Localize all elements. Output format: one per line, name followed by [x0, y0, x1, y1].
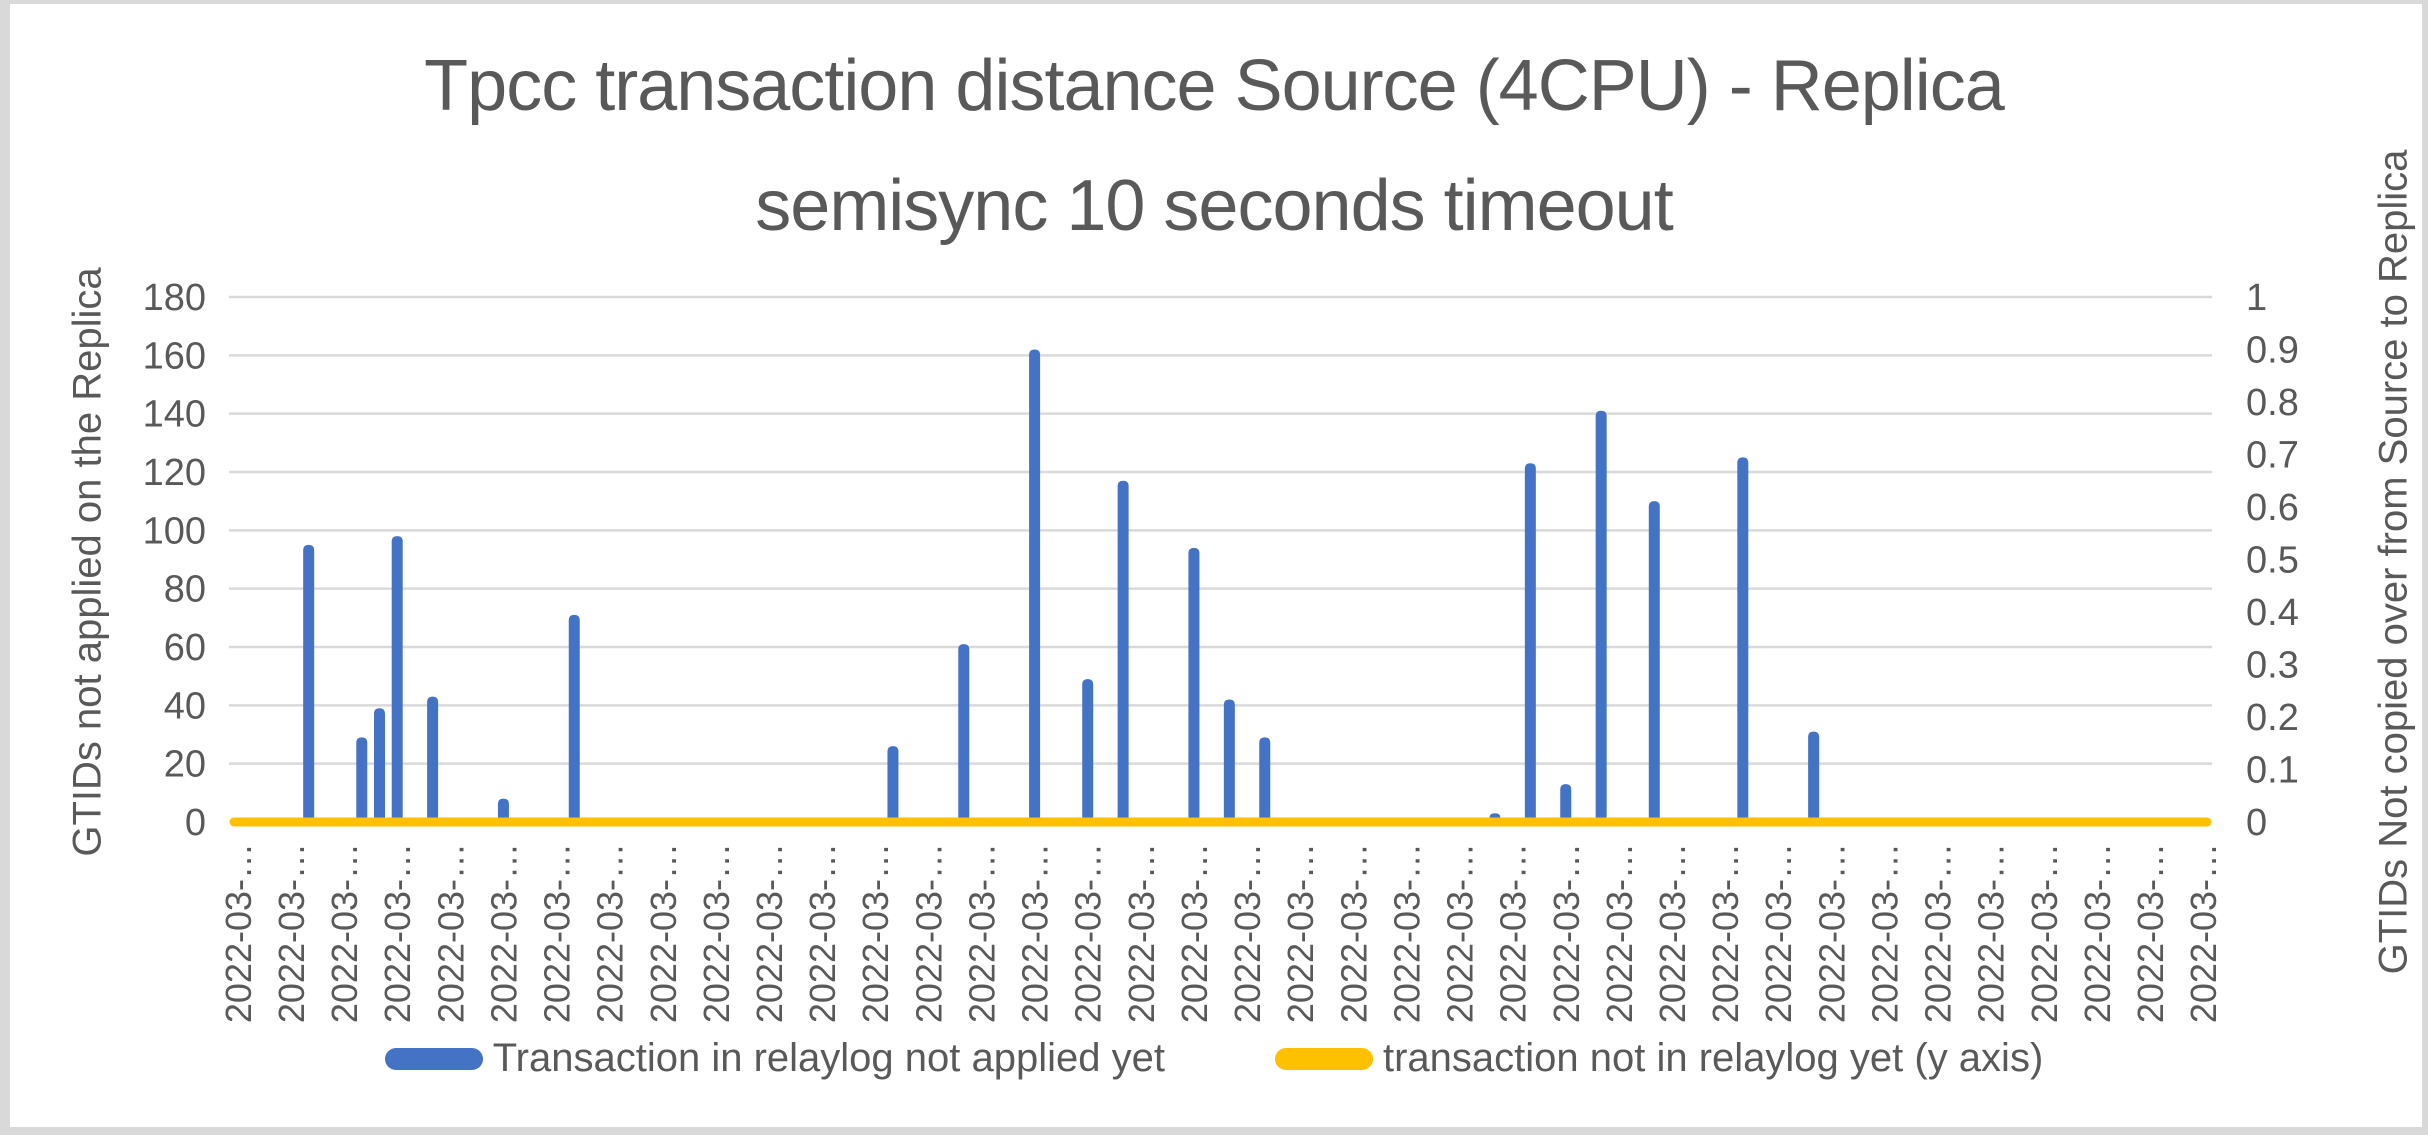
bar [1524, 463, 1536, 822]
legend: Transaction in relaylog not applied yet … [0, 1036, 2428, 1081]
bar [887, 746, 899, 822]
y-tick-label-left: 160 [143, 335, 206, 377]
bar [1560, 784, 1572, 822]
y-tick-label-right: 0.8 [2246, 382, 2299, 424]
y-tick-label-left: 60 [164, 627, 206, 669]
x-tick-label: 2022-03-… [749, 843, 790, 1023]
y-tick-label-right: 0.7 [2246, 435, 2299, 477]
chart-title: Tpcc transaction distance Source (4CPU) … [0, 26, 2428, 266]
y-tick-label-left: 180 [143, 277, 206, 319]
x-tick-label: 2022-03-… [1971, 843, 2012, 1023]
y-tick-label-left: 140 [143, 394, 206, 436]
x-tick-label: 2022-03-… [961, 843, 1002, 1023]
bar [1808, 731, 1820, 822]
y-tick-label-right: 0.2 [2246, 697, 2299, 739]
bar [1259, 737, 1271, 822]
x-tick-label: 2022-03-… [643, 843, 684, 1023]
x-tick-label: 2022-03-… [1705, 843, 1746, 1023]
x-tick-label: 2022-03-… [271, 843, 312, 1023]
x-tick-label: 2022-03-… [1546, 843, 1587, 1023]
right-axis-title: GTIDs Not copied over from Source to Rep… [2371, 149, 2416, 975]
legend-item-yellow-series: transaction not in relaylog yet (y axis) [1274, 1036, 2044, 1081]
x-tick-label: 2022-03-… [1918, 843, 1959, 1023]
x-tick-label: 2022-03-… [802, 843, 843, 1023]
x-tick-label: 2022-03-… [1174, 843, 1215, 1023]
bar [1648, 501, 1660, 822]
chart-title-line2: semisync 10 seconds timeout [755, 166, 1673, 246]
x-tick-label: 2022-03-… [590, 843, 631, 1023]
y-tick-label-right: 0.4 [2246, 592, 2299, 634]
y-tick-label-right: 1 [2246, 277, 2267, 319]
legend-label-blue-series: Transaction in relaylog not applied yet [492, 1036, 1165, 1080]
x-tick-label: 2022-03-… [218, 843, 259, 1023]
bar [303, 544, 315, 822]
x-tick-label: 2022-03-… [2077, 843, 2118, 1023]
y-tick-label-right: 0.3 [2246, 645, 2299, 687]
bar [568, 614, 580, 822]
bar [497, 798, 509, 822]
x-tick-label: 2022-03-… [483, 843, 524, 1023]
bar [1737, 457, 1749, 822]
blue-series-swatch-icon [384, 1047, 483, 1070]
bar [391, 536, 403, 822]
x-tick-label: 2022-03-… [377, 843, 418, 1023]
legend-label-yellow-series: transaction not in relaylog yet (y axis) [1382, 1036, 2044, 1080]
y-tick-label-left: 80 [164, 569, 206, 611]
left-axis-title: GTIDs not applied on the Replica [65, 267, 110, 857]
y-tick-label-left: 20 [164, 744, 206, 786]
y-tick-label-right: 0 [2246, 802, 2267, 844]
x-tick-label: 2022-03-… [1121, 843, 1162, 1023]
x-tick-label: 2022-03-… [1015, 843, 1056, 1023]
bar [1223, 699, 1235, 822]
y-tick-label-right: 0.6 [2246, 487, 2299, 529]
x-tick-label: 2022-03-… [1493, 843, 1534, 1023]
y-tick-label-left: 100 [143, 510, 206, 552]
x-tick-label: 2022-03-… [1333, 843, 1374, 1023]
x-tick-label: 2022-03-… [324, 843, 365, 1023]
x-tick-label: 2022-03-… [430, 843, 471, 1023]
x-tick-label: 2022-03-… [1068, 843, 1109, 1023]
x-tick-label: 2022-03-… [1440, 843, 1481, 1023]
y-tick-label-right: 0.9 [2246, 330, 2299, 372]
x-tick-label: 2022-03-… [1758, 843, 1799, 1023]
y-tick-label-right: 0.1 [2246, 750, 2299, 792]
chart-title-line1: Tpcc transaction distance Source (4CPU) … [424, 46, 2005, 126]
bar [1188, 547, 1200, 822]
bar [356, 737, 368, 822]
x-tick-label: 2022-03-… [1227, 843, 1268, 1023]
bar [373, 708, 385, 822]
bar [427, 696, 439, 822]
yellow-series-swatch-icon [1274, 1047, 1373, 1070]
x-tick-label: 2022-03-… [1811, 843, 1852, 1023]
y-tick-label-left: 40 [164, 685, 206, 727]
x-tick-label: 2022-03-… [855, 843, 896, 1023]
x-tick-label: 2022-03-… [2130, 843, 2171, 1023]
x-tick-label: 2022-03-… [908, 843, 949, 1023]
x-tick-label: 2022-03-… [1599, 843, 1640, 1023]
bar [1029, 349, 1041, 822]
legend-item-blue-series: Transaction in relaylog not applied yet [384, 1036, 1165, 1081]
y-tick-label-right: 0.5 [2246, 540, 2299, 582]
x-tick-label: 2022-03-… [1652, 843, 1693, 1023]
y-tick-label-left: 120 [143, 452, 206, 494]
x-tick-label: 2022-03-… [1864, 843, 1905, 1023]
bar [1082, 679, 1094, 822]
x-tick-label: 2022-03-… [2024, 843, 2065, 1023]
bar [958, 644, 970, 822]
x-tick-label: 2022-03-… [1280, 843, 1321, 1023]
y-tick-label-left: 0 [185, 802, 206, 844]
x-tick-label: 2022-03-… [2183, 843, 2224, 1023]
bar [1595, 410, 1607, 822]
x-tick-label: 2022-03-… [537, 843, 578, 1023]
bar [1117, 480, 1129, 822]
x-tick-label: 2022-03-… [1386, 843, 1427, 1023]
x-tick-label: 2022-03-… [696, 843, 737, 1023]
